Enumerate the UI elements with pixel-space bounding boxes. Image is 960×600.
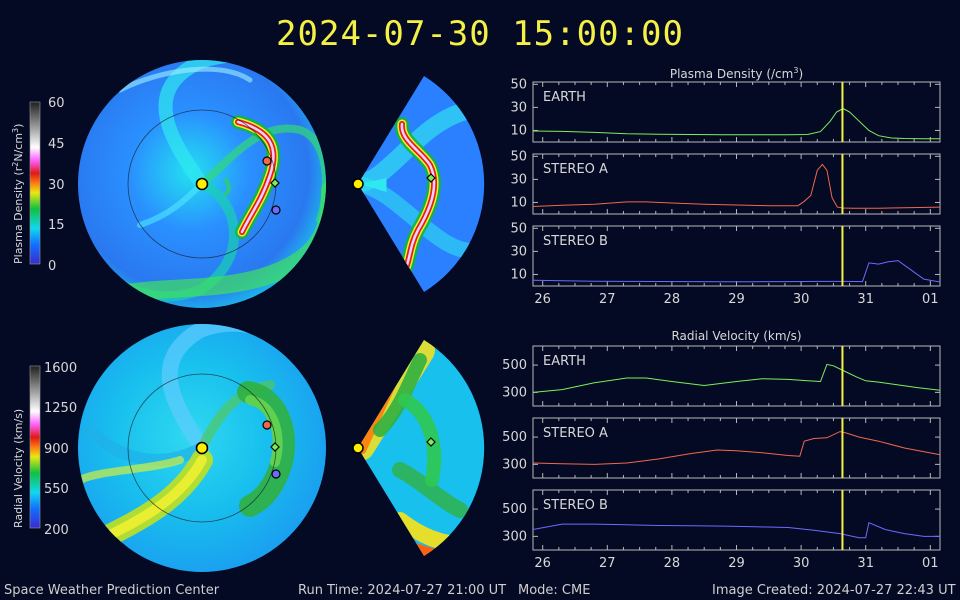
density-tick-60: 60 — [48, 96, 65, 111]
velocity-meridional-map — [352, 340, 485, 556]
y-tick-label: 10 — [510, 267, 527, 282]
density-ecliptic-map — [78, 60, 326, 308]
footer-run-time: Run Time: 2024-07-27 21:00 UT — [298, 583, 507, 598]
density-colorbar: 60 45 30 15 0 Plasma Density (r2N/cm3) — [11, 96, 65, 274]
velocity-colorbar-label: Radial Velocity (km/s) — [12, 409, 25, 528]
y-tick-label: 10 — [510, 123, 527, 138]
panel-frame — [532, 81, 941, 143]
y-tick-label: 30 — [510, 100, 527, 115]
timestamp-title: 2024-07-30 15:00:00 — [276, 14, 684, 54]
x-tick-label: 30 — [793, 292, 810, 307]
x-tick-label: 29 — [728, 292, 745, 307]
panel-label: EARTH — [543, 354, 586, 369]
x-tick-label: 29 — [728, 556, 745, 571]
footer-image-created: Image Created: 2024-07-27 22:43 UT — [712, 583, 956, 598]
footer-center: Space Weather Prediction Center — [4, 583, 220, 598]
panel-earth: 300 500 EARTH — [502, 345, 941, 407]
y-tick-label: 50 — [510, 77, 527, 92]
x-tick-label: 26 — [534, 292, 551, 307]
series-line-stereo-a — [532, 163, 941, 209]
panel-label: STEREO A — [543, 426, 608, 441]
velocity-tick-200: 200 — [44, 523, 69, 538]
panel-stereo-a: 10 30 50 STEREO A — [510, 149, 941, 215]
series-line-earth — [532, 107, 940, 140]
y-tick-label: 30 — [510, 244, 527, 259]
density-tick-15: 15 — [48, 218, 65, 233]
y-tick-label: 10 — [510, 195, 527, 210]
y-tick-label: 500 — [502, 502, 527, 517]
panel-earth: 10 30 50 EARTH — [510, 77, 941, 143]
density-tick-45: 45 — [48, 137, 65, 152]
chart-title: Plasma Density (/cm3) — [670, 66, 803, 81]
footer-mode: Mode: CME — [518, 583, 591, 598]
series-line-earth — [532, 363, 941, 393]
density-tick-30: 30 — [48, 178, 65, 193]
y-tick-label: 500 — [502, 358, 527, 373]
chart-title: Radial Velocity (km/s) — [671, 329, 801, 343]
x-tick-label: 26 — [534, 556, 551, 571]
x-tick-label: 27 — [599, 556, 616, 571]
plasma-density-chart: Plasma Density (/cm3) 10 30 50 EARTH 10 30 50 ST… — [510, 66, 941, 307]
stereo-a-marker — [262, 156, 272, 166]
radial-velocity-chart: Radial Velocity (km/s) 300 500 EARTH 300 500 S… — [502, 329, 941, 571]
series-line-stereo-b — [532, 522, 940, 539]
velocity-tick-900: 900 — [44, 442, 69, 457]
x-tick-label: 27 — [599, 292, 616, 307]
y-tick-label: 300 — [502, 529, 527, 544]
panel-stereo-b: 300 500 STEREO B — [502, 489, 941, 551]
series-line-stereo-b — [532, 260, 941, 283]
stereo-b-marker — [271, 205, 281, 215]
panel-label: STEREO B — [543, 234, 608, 249]
panel-stereo-b: 10 30 50 STEREO B — [510, 221, 941, 287]
density-tick-0: 0 — [48, 259, 56, 274]
y-tick-label: 300 — [502, 385, 527, 400]
y-tick-label: 50 — [510, 149, 527, 164]
y-tick-label: 500 — [502, 430, 527, 445]
earth-marker — [270, 178, 280, 188]
y-tick-label: 300 — [502, 457, 527, 472]
x-tick-label: 28 — [664, 556, 681, 571]
panel-frame — [532, 345, 941, 407]
x-tick-label: 30 — [793, 556, 810, 571]
y-tick-label: 30 — [510, 172, 527, 187]
panel-label: STEREO A — [543, 162, 608, 177]
x-tick-label: 31 — [857, 556, 874, 571]
x-tick-label: 31 — [857, 292, 874, 307]
velocity-tick-1600: 1600 — [44, 361, 77, 376]
velocity-ecliptic-map — [78, 324, 326, 572]
velocity-colorbar: 1600 1250 900 550 200 Radial Velocity (k… — [12, 361, 77, 538]
series-line-stereo-a — [532, 431, 941, 465]
panel-label: EARTH — [543, 90, 586, 105]
density-colorbar-label: Plasma Density (r2N/cm3) — [11, 124, 25, 264]
x-tick-label: 28 — [664, 292, 681, 307]
x-tick-label: 01 — [922, 292, 939, 307]
density-meridional-map — [352, 76, 485, 292]
panel-stereo-a: 300 500 STEREO A — [502, 417, 941, 479]
panel-label: STEREO B — [543, 498, 608, 513]
x-tick-label: 01 — [922, 556, 939, 571]
velocity-tick-550: 550 — [44, 482, 69, 497]
velocity-tick-1250: 1250 — [44, 401, 77, 416]
sun-marker — [195, 177, 209, 191]
y-tick-label: 50 — [510, 221, 527, 236]
